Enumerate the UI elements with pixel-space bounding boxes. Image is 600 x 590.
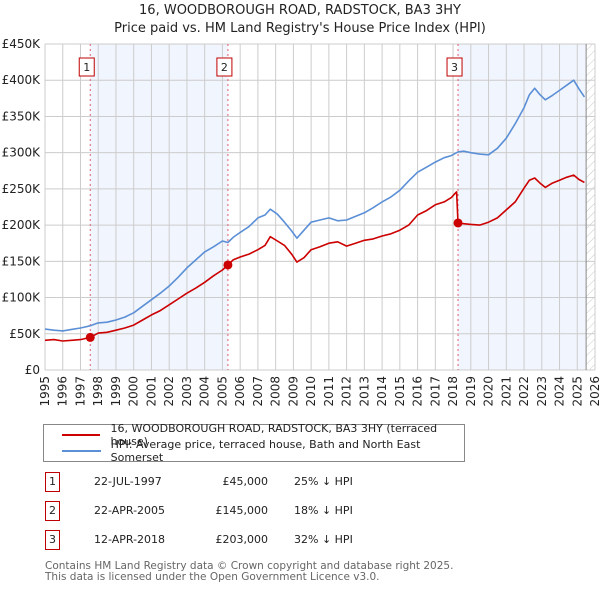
y-tick-label: £350K <box>2 109 42 123</box>
legend-swatch-property <box>62 434 101 436</box>
sale-hpi-diff: 32% ↓ HPI <box>294 533 353 546</box>
legend-swatch-hpi <box>62 450 101 452</box>
x-tick-label: 2001 <box>144 376 158 407</box>
x-tick-label: 2023 <box>535 376 549 407</box>
sale-1-label-box <box>78 57 95 77</box>
sale-1-marker <box>85 332 95 342</box>
sale-3-marker <box>453 218 463 228</box>
x-tick-label: 2021 <box>499 376 513 407</box>
sale-3-label: 3 <box>451 61 458 74</box>
x-tick-label: 2013 <box>357 376 371 407</box>
table-row: 2 22-APR-2005 £145,000 18% ↓ HPI <box>43 501 463 521</box>
x-tick-label: 2010 <box>304 376 318 407</box>
x-tick-label: 2019 <box>464 376 478 407</box>
x-tick-label: 2012 <box>340 376 354 407</box>
sale-1-label: 1 <box>83 61 90 74</box>
x-tick-label: 2009 <box>286 376 300 407</box>
x-tick-label: 2004 <box>198 376 212 407</box>
footer-copyright: Contains HM Land Registry data © Crown c… <box>45 560 454 572</box>
sale-3-label-box <box>446 57 463 77</box>
y-tick-label: £150K <box>2 254 42 268</box>
sale-hpi-diff: 25% ↓ HPI <box>294 475 353 488</box>
table-row: 1 22-JUL-1997 £45,000 25% ↓ HPI <box>43 472 463 492</box>
x-tick-label: 2026 <box>588 376 600 407</box>
legend-item-hpi: HPI: Average price, terraced house, Bath… <box>44 438 464 464</box>
sale-number-badge: 3 <box>45 530 60 550</box>
sale-number-badge: 2 <box>45 501 60 521</box>
property-price-line <box>44 174 585 342</box>
y-tick-label: £50K <box>9 327 41 341</box>
sale-price: £45,000 <box>222 475 269 488</box>
y-tick-label: £250K <box>2 182 42 196</box>
legend-item-property: 16, WOODBOROUGH ROAD, RADSTOCK, BA3 3HY … <box>44 422 464 448</box>
x-tick-label: 2017 <box>428 376 442 407</box>
x-tick-label: 2014 <box>375 376 389 407</box>
legend-label-hpi: HPI: Average price, terraced house, Bath… <box>110 438 421 464</box>
y-tick-label: £300K <box>2 146 42 160</box>
x-tick-label: 1999 <box>109 376 123 407</box>
sale-date: 22-APR-2005 <box>94 504 166 517</box>
x-tick-label: 2003 <box>180 376 194 407</box>
x-tick-label: 2006 <box>233 376 247 407</box>
table-row: 3 12-APR-2018 £203,000 32% ↓ HPI <box>43 530 463 550</box>
x-tick-label: 2002 <box>162 376 176 407</box>
price-chart: £0 £50K £100K £150K £200K £250K £300K £350K £400… <box>2 37 600 407</box>
sale-number-badge: 1 <box>45 472 60 492</box>
x-tick-label: 1998 <box>91 376 105 407</box>
x-tick-label: 2022 <box>517 376 531 407</box>
sale-2-marker <box>223 260 233 270</box>
sale-date: 22-JUL-1997 <box>94 475 162 488</box>
x-tick-label: 2018 <box>446 376 460 407</box>
sale-2-label-box <box>216 57 233 77</box>
x-tick-label: 2024 <box>553 376 567 407</box>
x-tick-label: 2011 <box>322 376 336 407</box>
y-tick-label: £200K <box>2 218 42 232</box>
x-tick-label: 1997 <box>73 376 87 407</box>
y-tick-label: £400K <box>2 73 42 87</box>
sale-price: £145,000 <box>215 504 269 517</box>
footer-license: This data is licensed under the Open Gov… <box>45 571 380 583</box>
shaded-ownership-period <box>458 44 587 370</box>
sale-date: 12-APR-2018 <box>94 533 166 546</box>
hpi-line <box>44 79 586 332</box>
sale-2-label: 2 <box>221 61 228 74</box>
x-tick-label: 2015 <box>393 376 407 407</box>
footer: Contains HM Land Registry data © Crown c… <box>45 561 453 583</box>
sale-hpi-diff: 18% ↓ HPI <box>294 504 353 517</box>
y-tick-label: £450K <box>2 37 42 51</box>
x-tick-label: 2005 <box>215 376 229 407</box>
legend-label-property: 16, WOODBOROUGH ROAD, RADSTOCK, BA3 3HY … <box>110 422 438 448</box>
x-tick-label: 1996 <box>56 376 70 407</box>
chart-title: 16, WOODBOROUGH ROAD, RADSTOCK, BA3 3HY <box>139 3 461 18</box>
y-tick-label: £0 <box>25 363 40 377</box>
x-tick-label: 2000 <box>127 376 141 407</box>
x-tick-label: 2008 <box>269 376 283 407</box>
x-tick-label: 2020 <box>482 376 496 407</box>
sale-price: £203,000 <box>215 533 269 546</box>
legend: 16, WOODBOROUGH ROAD, RADSTOCK, BA3 3HY … <box>43 422 465 464</box>
forecast-hatch-region <box>586 44 595 370</box>
x-tick-label: 1995 <box>38 376 52 407</box>
y-tick-label: £100K <box>2 291 42 305</box>
x-tick-label: 2007 <box>251 376 265 407</box>
x-tick-label: 2016 <box>411 376 425 407</box>
chart-subtitle: Price paid vs. HM Land Registry's House … <box>114 21 486 36</box>
x-tick-label: 2025 <box>570 376 584 407</box>
